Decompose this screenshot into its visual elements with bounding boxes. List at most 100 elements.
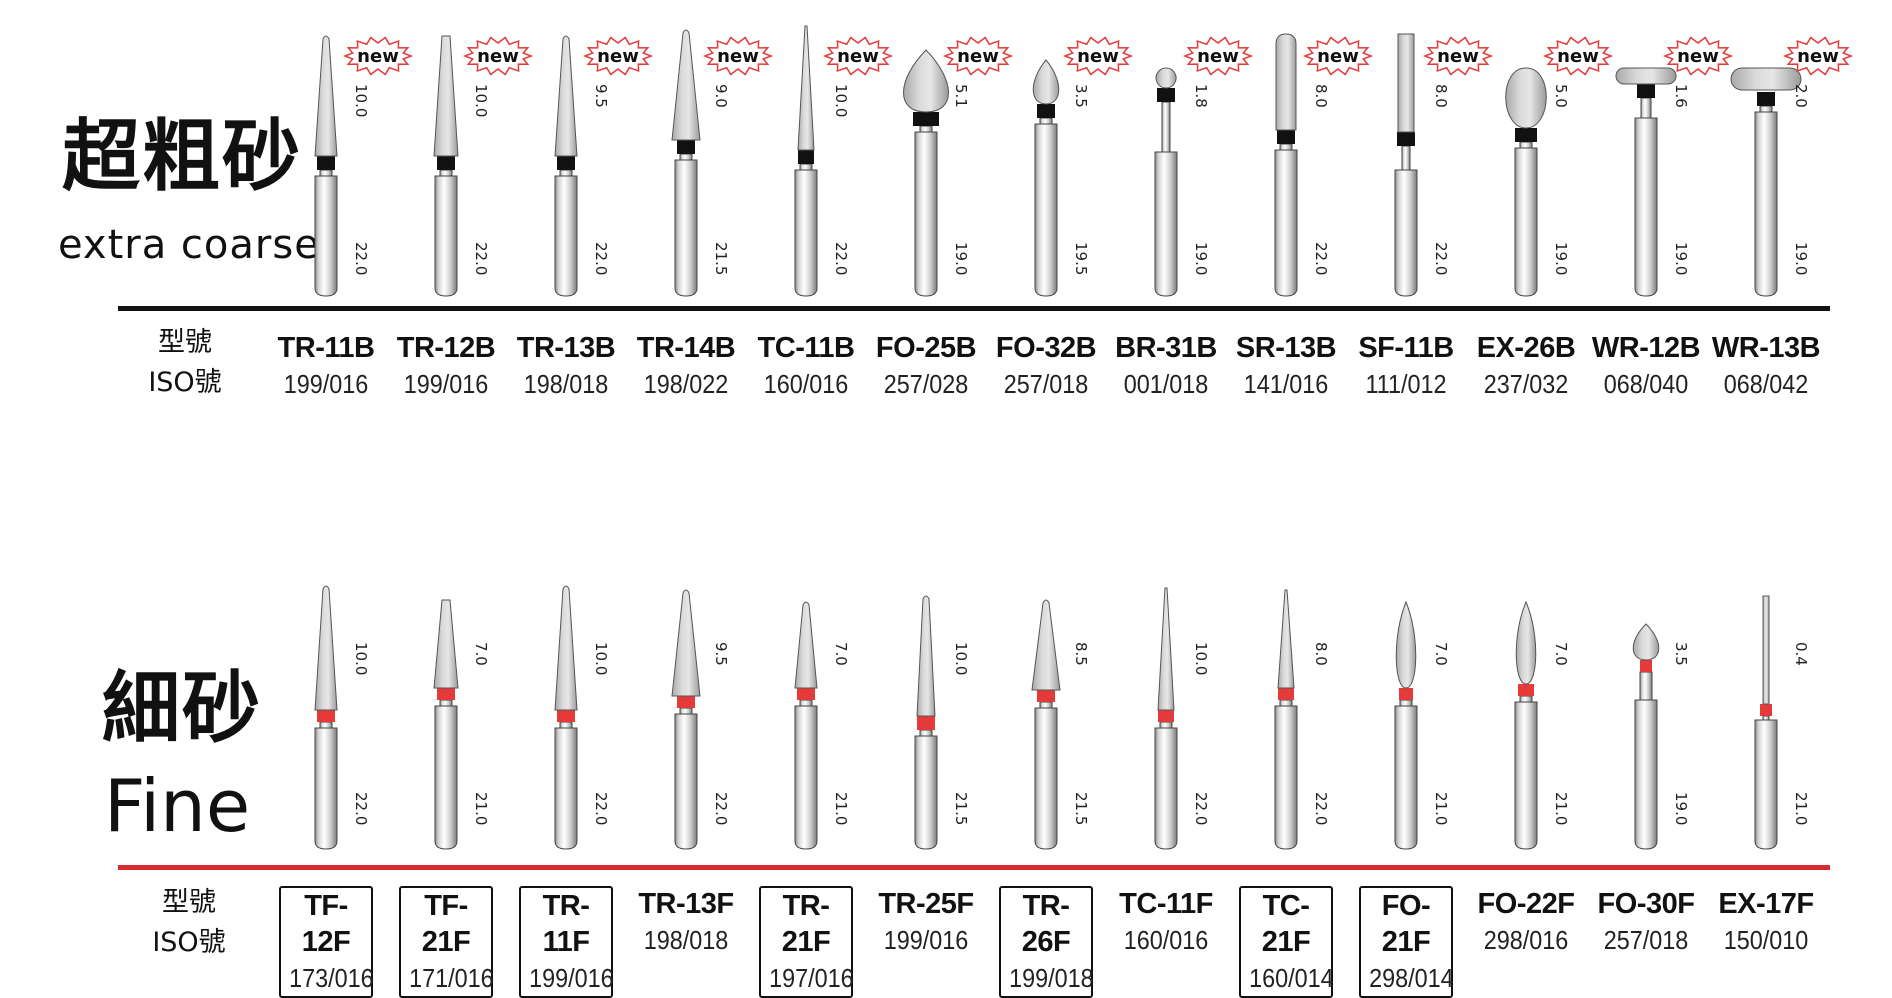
model-number: FO-30F (1597, 888, 1695, 920)
bur-label-tr-26f: TR-26F 199/018 (990, 886, 1102, 998)
model-number: WR-12B (1591, 332, 1701, 364)
total-length-label: 22.0 (1432, 242, 1450, 275)
bur-fo-32b: 3.5 19.5 new (1032, 36, 1134, 297)
total-length-label: 19.0 (1672, 792, 1690, 825)
bur-tr-11f: 10.0 22.0 (554, 585, 610, 850)
head-length-label: 10.0 (352, 84, 370, 117)
bur-label-ex-17f: EX-17F 150/010 (1710, 886, 1822, 958)
new-badge: new (582, 36, 654, 76)
bur-label-tc-11f: TC-11F 160/016 (1110, 886, 1222, 958)
bur-label-fo-21f: FO-21F 298/014 (1350, 886, 1462, 998)
bur-label-sr-13b: SR-13B 141/016 (1230, 330, 1342, 402)
model-number: TC-21F (1261, 890, 1311, 958)
new-badge: new (1182, 36, 1254, 76)
model-number: EX-17F (1718, 888, 1814, 920)
head-length-label: 7.0 (1432, 642, 1450, 666)
bur-sf-11b: 8.0 22.0 new (1394, 33, 1494, 297)
svg-text:new: new (477, 46, 519, 67)
head-length-label: 7.0 (1552, 642, 1570, 666)
bur-label-fo-22f: FO-22F 298/016 (1470, 886, 1582, 958)
head-length-label: 10.0 (592, 642, 610, 675)
svg-text:new: new (1797, 46, 1839, 67)
bur-fo-30f: 3.5 19.0 (1632, 623, 1690, 850)
iso-number: 257/018 (1603, 925, 1689, 955)
iso-number: 173/016 (289, 963, 374, 993)
svg-text:new: new (957, 46, 999, 67)
total-length-label: 22.0 (832, 242, 850, 275)
total-length-label: 21.5 (952, 792, 970, 825)
svg-text:new: new (717, 46, 759, 67)
total-length-label: 19.0 (1672, 242, 1690, 275)
model-number: TR-12B (396, 332, 496, 364)
total-length-label: 19.0 (1192, 242, 1210, 275)
bur-label-tr-13f: TR-13F 198/018 (630, 886, 742, 958)
bur-label-fo-25b: FO-25B 257/028 (870, 330, 982, 402)
bur-label-tr-25f: TR-25F 199/016 (870, 886, 982, 958)
iso-number: 257/028 (883, 369, 969, 399)
svg-text:new: new (837, 46, 879, 67)
iso-number: 237/032 (1483, 369, 1569, 399)
iso-number: 198/018 (643, 925, 729, 955)
model-number: FO-25B (875, 332, 977, 364)
new-badge: new (702, 36, 774, 76)
header-model-fine: 型號 (162, 887, 216, 918)
total-length-label: 22.0 (1312, 792, 1330, 825)
model-number: FO-32B (995, 332, 1097, 364)
bur-tr-21f: 7.0 21.0 (794, 601, 850, 850)
bur-tf-21f: 7.0 21.0 (433, 599, 490, 850)
bur-tr-11b: 10.0 22.0 new (314, 35, 414, 297)
bur-label-tr-14b: TR-14B 198/022 (630, 330, 742, 402)
bur-fo-21f: 7.0 21.0 (1394, 600, 1450, 850)
bur-illustrations-fine: 10.0 22.0 7.0 21.0 10.0 22.0 9.5 22.0 7.0 21.0 10.… (314, 585, 1810, 850)
model-number: TR-14B (636, 332, 736, 364)
section-title-zh-coarse: 超粗砂 (62, 112, 303, 202)
head-length-label: 8.5 (1072, 642, 1090, 666)
head-length-label: 10.0 (952, 642, 970, 675)
total-length-label: 22.0 (472, 242, 490, 275)
head-length-label: 7.0 (832, 642, 850, 666)
model-number: FO-21F (1381, 890, 1431, 958)
new-badge: new (462, 36, 534, 76)
head-length-label: 10.0 (1192, 642, 1210, 675)
iso-number: 199/016 (403, 369, 489, 399)
bur-wr-12b: 1.6 19.0 new (1615, 36, 1734, 297)
bur-label-fo-32b: FO-32B 257/018 (990, 330, 1102, 402)
model-number: TR-11F (542, 890, 590, 958)
iso-number: 001/018 (1123, 369, 1209, 399)
new-badge: new (942, 36, 1014, 76)
bur-br-31b: 1.8 19.0 new (1154, 36, 1254, 297)
bur-tc-21f: 8.0 22.0 (1274, 589, 1330, 850)
svg-text:new: new (1317, 46, 1359, 67)
head-length-label: 9.5 (592, 84, 610, 108)
total-length-label: 22.0 (712, 792, 730, 825)
bur-label-tr-11f: TR-11F 199/016 (510, 886, 622, 998)
bur-label-tr-12b: TR-12B 199/016 (390, 330, 502, 402)
model-number: FO-22F (1477, 888, 1575, 920)
model-number: TR-13B (516, 332, 616, 364)
iso-number: 198/018 (523, 369, 609, 399)
new-badge: new (1662, 36, 1734, 76)
bur-label-tr-11b: TR-11B 199/016 (270, 330, 382, 402)
bur-label-sf-11b: SF-11B 111/012 (1350, 330, 1462, 402)
iso-number: 150/010 (1723, 925, 1809, 955)
bur-fo-22f: 7.0 21.0 (1514, 600, 1570, 850)
head-length-label: 2.0 (1792, 84, 1810, 108)
model-number: TF-21F (421, 890, 471, 958)
iso-number: 199/016 (529, 963, 614, 993)
new-badge: new (1062, 36, 1134, 76)
model-number: TF-12F (301, 890, 351, 958)
head-length-label: 3.5 (1672, 642, 1690, 666)
head-length-label: 10.0 (352, 642, 370, 675)
model-number: SR-13B (1235, 332, 1337, 364)
bur-tr-25f: 10.0 21.5 (914, 595, 970, 850)
section-divider-coarse (118, 306, 1830, 311)
iso-number: 298/014 (1369, 963, 1454, 993)
model-number: TC-11B (757, 332, 855, 364)
total-length-label: 22.0 (1312, 242, 1330, 275)
model-number: TR-13F (638, 888, 734, 920)
bur-tc-11f: 10.0 22.0 (1154, 587, 1210, 850)
svg-text:new: new (1557, 46, 1599, 67)
bur-label-tr-21f: TR-21F 197/016 (750, 886, 862, 998)
new-badge: new (1422, 36, 1494, 76)
bur-fo-25b: 5.1 19.0 new (903, 36, 1014, 297)
